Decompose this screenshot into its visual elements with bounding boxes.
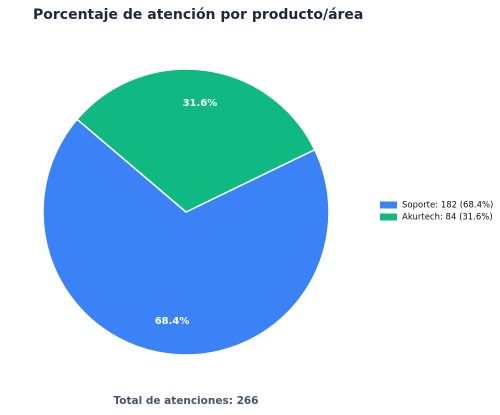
legend-label: Soporte: 182 (68.4%) [402, 201, 493, 211]
footer: Total de atenciones: 266 [114, 395, 259, 407]
chart-title: Porcentaje de atención por producto/área [33, 7, 363, 23]
data-label: 31.6% [183, 98, 218, 109]
legend-swatch [380, 213, 397, 221]
data-label: 68.4% [155, 316, 190, 327]
legend-label: Akurtech: 84 (31.6%) [402, 213, 493, 223]
pie-slice [76, 68, 316, 213]
legend-swatch [380, 201, 397, 209]
pie-slice [42, 118, 330, 356]
